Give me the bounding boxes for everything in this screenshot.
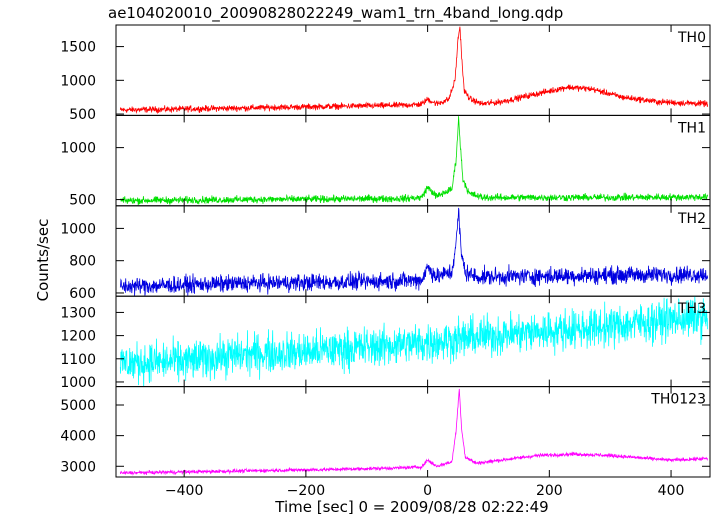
panel-frame [115,24,711,116]
panel-th0123: 3000 4000 5000 TH0123 [60,386,711,478]
x-tick-label: −200 [287,483,325,499]
panel-frame [115,386,711,478]
x-axis-label: Time [sec] 0 = 2009/08/28 02:22:49 [274,498,548,516]
y-tick-label: 1300 [60,305,96,321]
panel-label-th1: TH1 [677,120,706,136]
y-tick-label: 1100 [60,352,96,368]
y-tick-label: 500 [69,107,96,123]
panel-label-th0: TH0 [677,30,706,46]
series-line-th0123 [119,388,708,476]
chart-title: ae104020010_20090828022249_wam1_trn_4ban… [108,4,563,23]
x-tick-label: 400 [658,483,685,499]
y-axis-label: Counts/sec [34,219,52,302]
y-tick-label: 1000 [60,221,96,237]
y-tick-label: 1200 [60,329,96,345]
panel-th1: 500 1000 TH1 [60,114,711,209]
y-tick-label: 1500 [60,40,96,56]
y-tick-label: 1000 [60,375,96,391]
panel-label-th3: TH3 [677,301,706,317]
x-tick-label: 200 [536,483,563,499]
series-line-th2 [119,207,708,296]
series-line-th1 [119,116,708,206]
series-line-th0 [119,26,708,115]
series-line-th3 [119,296,708,387]
panel-label-th2: TH2 [677,211,706,227]
x-tick-label: 0 [423,483,432,499]
y-tick-label: 500 [69,193,96,209]
y-tick-label: 800 [69,254,96,270]
y-tick-label: 1000 [60,73,96,89]
y-tick-label: 600 [69,286,96,302]
y-tick-label: 1000 [60,141,96,157]
panel-th3: 1000 1100 1200 1300 TH3 [60,295,711,391]
x-tick-label: −400 [165,483,203,499]
panel-th2: 600 800 1000 TH2 [60,205,711,302]
y-tick-label: 5000 [60,398,96,414]
chart-panels: 500 1000 1500 TH0 500 1000 TH1 600 800 1000 TH2 100… [60,24,711,478]
panel-label-th0123: TH0123 [650,392,706,408]
panel-th0: 500 1000 1500 TH0 [60,24,711,123]
y-tick-label: 3000 [60,459,96,475]
x-axis-ticks: −400 −200 0 200 400 [165,483,684,499]
y-tick-label: 4000 [60,429,96,445]
panel-frame [115,114,711,207]
